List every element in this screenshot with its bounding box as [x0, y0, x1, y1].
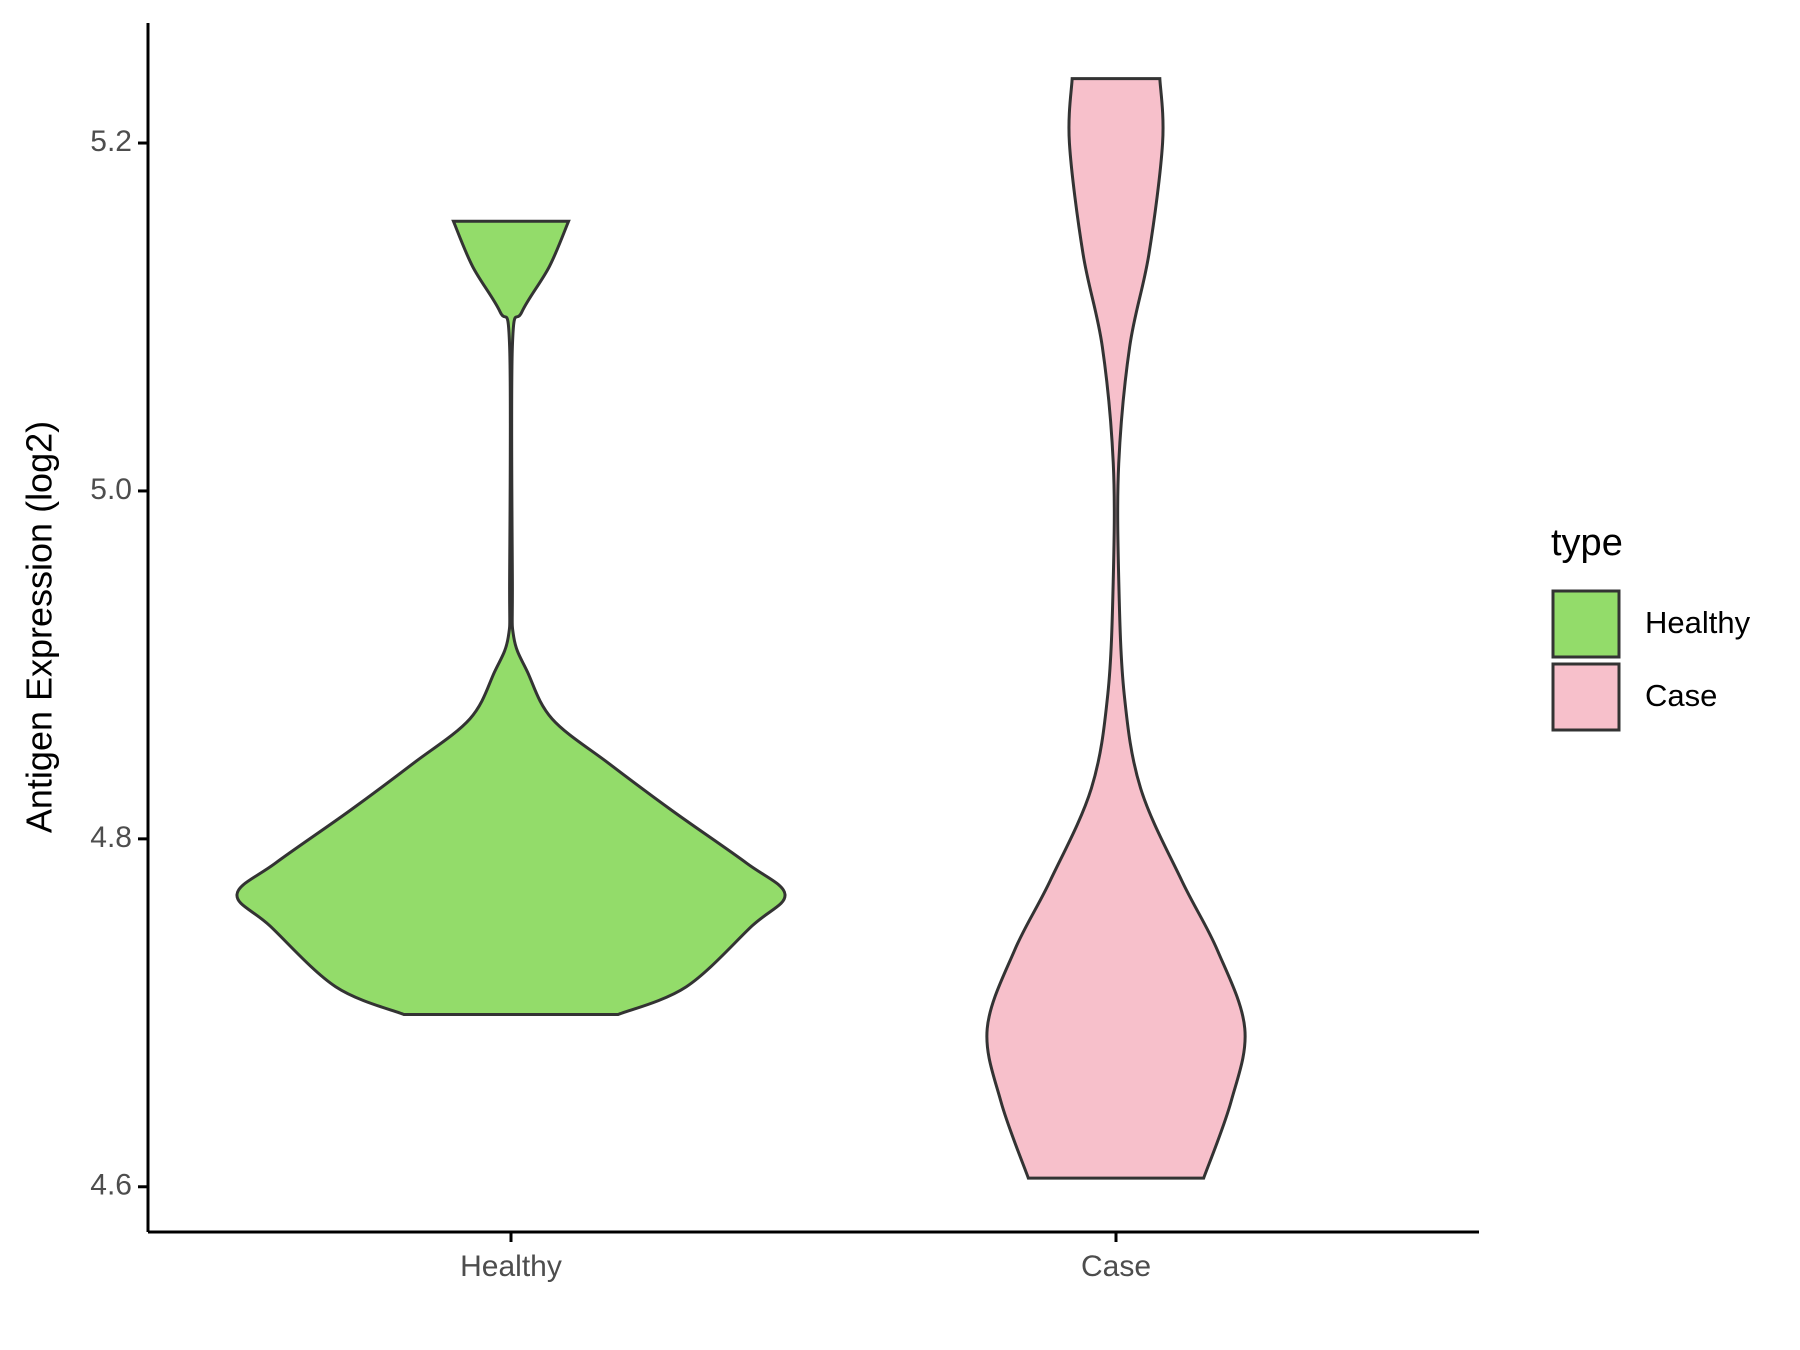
- x-tick-label: Case: [1081, 1250, 1151, 1283]
- x-tick-label: Healthy: [460, 1250, 562, 1283]
- y-tick-label: 4.6: [90, 1169, 132, 1202]
- y-axis-label: Antigen Expression (log2): [19, 421, 60, 833]
- legend-key: [1551, 662, 1621, 732]
- violin: [985, 77, 1247, 1180]
- y-tick-label: 4.8: [90, 821, 132, 854]
- legend-title: type: [1551, 522, 1623, 564]
- y-tick-label: 5.2: [90, 125, 132, 158]
- legend-label: Case: [1645, 678, 1717, 713]
- legend-key: [1551, 589, 1621, 659]
- y-tick-label: 5.0: [90, 473, 132, 506]
- legend-label: Healthy: [1645, 605, 1751, 640]
- violin: [235, 219, 787, 1017]
